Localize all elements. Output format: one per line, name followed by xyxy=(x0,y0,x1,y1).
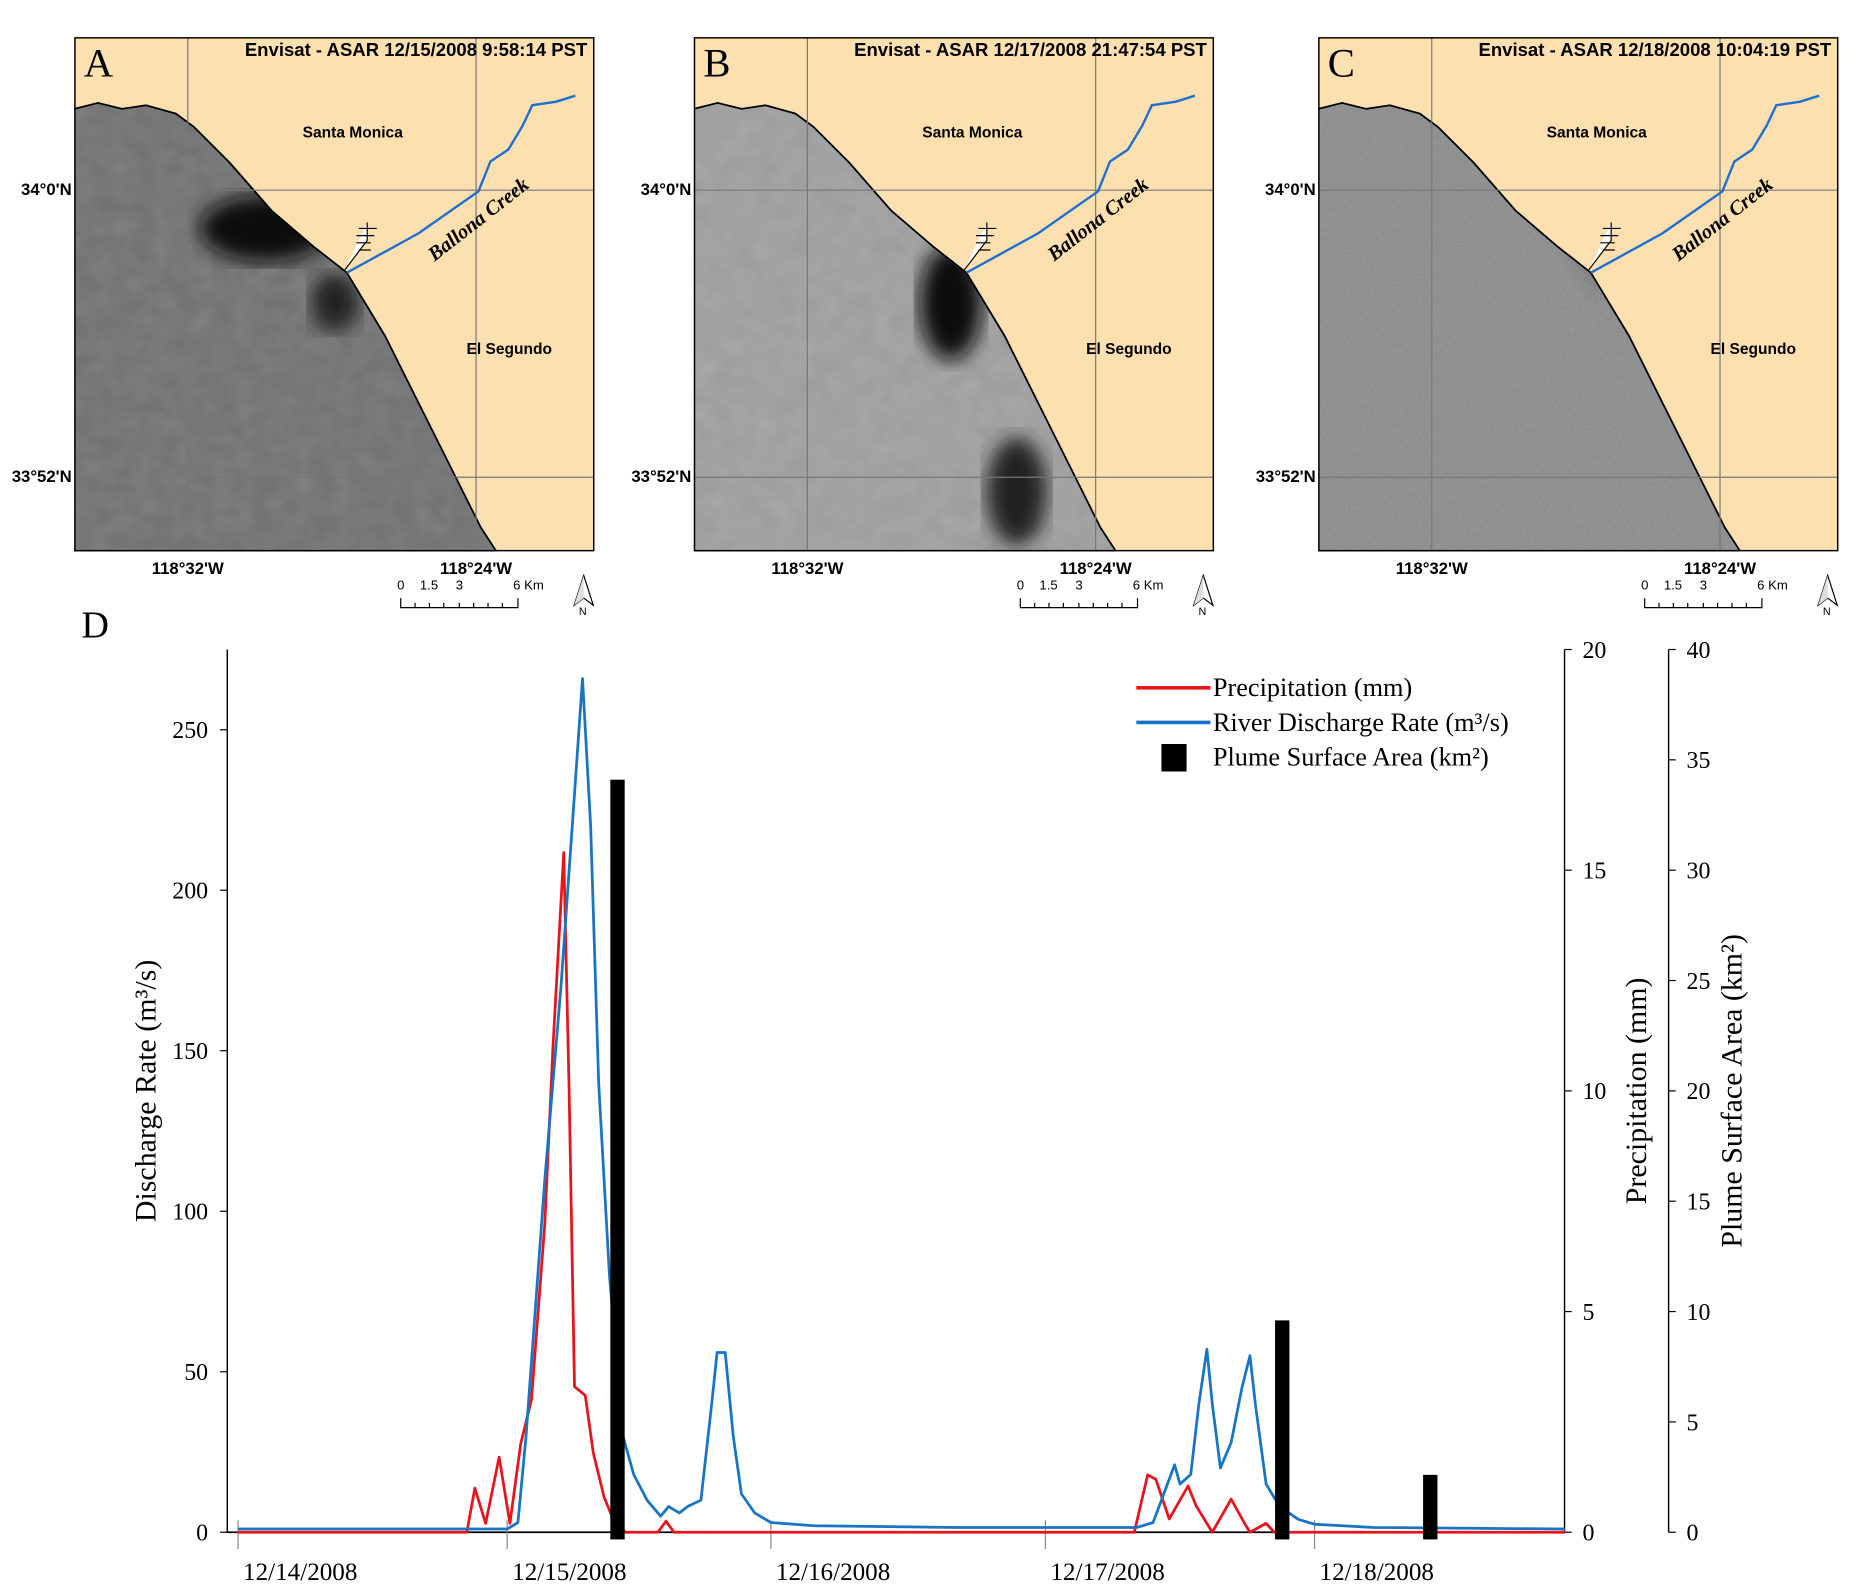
lon-label-left: 118°32'W xyxy=(1395,558,1468,578)
lat-label-bottom: 33°52'N xyxy=(11,466,72,486)
precip-tick-label: 0 xyxy=(1582,1521,1594,1547)
precip-tick-label: 10 xyxy=(1582,1079,1606,1105)
marina-icon xyxy=(344,222,377,271)
coastline xyxy=(1318,101,1742,552)
legend-label: Precipitation (mm) xyxy=(1213,673,1412,702)
x-tick-label: 12/16/2008 xyxy=(776,1559,890,1586)
precip-tick-label: 20 xyxy=(1582,638,1606,664)
x-tick-label: 12/18/2008 xyxy=(1320,1559,1434,1586)
lon-label-left: 118°32'W xyxy=(771,558,844,578)
label-santa-monica: Santa Monica xyxy=(922,123,1023,142)
label-santa-monica: Santa Monica xyxy=(302,123,403,142)
discharge-tick-label: 50 xyxy=(184,1360,208,1386)
precip-axis-title: Precipitation (mm) xyxy=(1620,978,1653,1205)
plume-tick-label: 40 xyxy=(1687,638,1711,664)
panel-letter: B xyxy=(703,41,731,87)
discharge-tick-label: 200 xyxy=(172,879,208,905)
plume-tick-label: 5 xyxy=(1687,1410,1699,1436)
plume-tick-label: 0 xyxy=(1687,1521,1699,1547)
x-tick-label: 12/14/2008 xyxy=(243,1559,357,1586)
plume-tick-label: 25 xyxy=(1687,969,1711,995)
ballona-creek-line xyxy=(346,94,576,274)
x-tick-label: 12/15/2008 xyxy=(512,1559,626,1586)
lat-label-bottom: 33°52'N xyxy=(631,466,692,486)
plume-tick-label: 30 xyxy=(1687,859,1711,885)
lat-label-top: 34°0'N xyxy=(1265,179,1316,199)
ballona-creek-line xyxy=(1590,94,1820,274)
plume-area-bar xyxy=(1423,1474,1438,1540)
legend: Precipitation (mm) River Discharge Rate (… xyxy=(1136,673,1509,772)
discharge-tick-label: 150 xyxy=(172,1039,208,1065)
map-panel-b: B Envisat - ASAR 12/17/2008 21:47:54 PST… xyxy=(693,37,1215,552)
panel-d-label: D xyxy=(81,602,109,646)
marina-icon xyxy=(963,222,997,271)
image-title: Envisat - ASAR 12/15/2008 9:58:14 PST xyxy=(244,40,588,62)
lon-label-right: 118°24'W xyxy=(1059,558,1132,578)
coastline xyxy=(693,101,1118,552)
panel-letter: A xyxy=(83,41,114,87)
plume-area-bar xyxy=(1275,1320,1290,1540)
precipitation-line xyxy=(238,851,1565,1534)
north-arrow-icon: N xyxy=(573,573,595,622)
label-el-segundo: El Segundo xyxy=(1710,339,1796,358)
lat-label-top: 34°0'N xyxy=(640,179,692,199)
plume-tick-label: 10 xyxy=(1687,1300,1711,1326)
ballona-creek-line xyxy=(965,94,1196,274)
map-panel-a: A Envisat - ASAR 12/15/2008 9:58:14 PST … xyxy=(74,37,595,552)
map-panel-c: C Envisat - ASAR 12/18/2008 10:04:19 PST… xyxy=(1318,37,1839,552)
discharge-tick-label: 100 xyxy=(172,1200,208,1226)
lon-label-right: 118°24'W xyxy=(1683,558,1757,578)
label-santa-monica: Santa Monica xyxy=(1546,123,1647,142)
plume-tick-label: 20 xyxy=(1687,1079,1711,1105)
lat-label-bottom: 33°52'N xyxy=(1255,466,1316,486)
image-title: Envisat - ASAR 12/17/2008 21:47:54 PST xyxy=(854,40,1207,62)
legend-label: Plume Surface Area (km²) xyxy=(1213,743,1489,772)
legend-label: River Discharge Rate (m³/s) xyxy=(1213,708,1509,737)
discharge-line xyxy=(238,677,1565,1531)
panel-letter: C xyxy=(1327,41,1355,87)
plume-area-bar xyxy=(610,779,625,1540)
lon-label-right: 118°24'W xyxy=(439,558,513,578)
north-arrow-icon: N xyxy=(1192,573,1215,622)
coastline xyxy=(74,101,498,552)
x-tick-label: 12/17/2008 xyxy=(1050,1559,1164,1586)
legend-swatch xyxy=(1161,743,1187,772)
marina-icon xyxy=(1587,222,1621,271)
plume-axis-title: Plume Surface Area (km²) xyxy=(1716,934,1749,1248)
lon-label-left: 118°32'W xyxy=(151,558,224,578)
image-title: Envisat - ASAR 12/18/2008 10:04:19 PST xyxy=(1478,40,1832,62)
discharge-axis-title: Discharge Rate (m³/s) xyxy=(129,960,162,1222)
precip-tick-label: 5 xyxy=(1582,1300,1594,1326)
discharge-tick-label: 250 xyxy=(172,718,208,744)
plume-tick-label: 15 xyxy=(1687,1190,1711,1216)
label-el-segundo: El Segundo xyxy=(1086,339,1172,358)
plume-tick-label: 35 xyxy=(1687,748,1711,774)
label-el-segundo: El Segundo xyxy=(466,339,553,358)
precip-tick-label: 15 xyxy=(1582,859,1606,885)
lat-label-top: 34°0'N xyxy=(21,179,72,199)
north-arrow-icon: N xyxy=(1816,573,1839,622)
discharge-tick-label: 0 xyxy=(196,1521,208,1547)
